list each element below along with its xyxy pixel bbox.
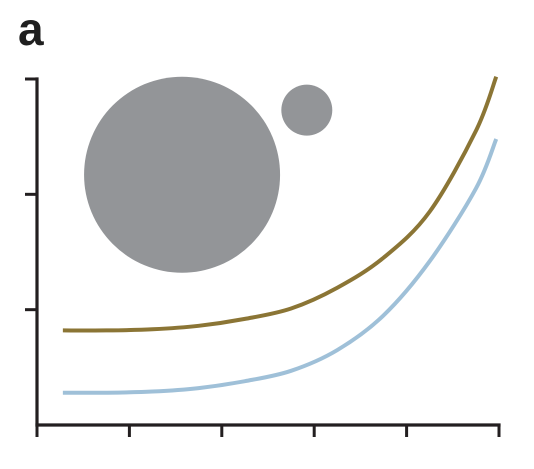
large-circle [84, 76, 281, 273]
chart-series [62, 75, 499, 395]
panel-label: a [18, 3, 44, 55]
small-circle [281, 84, 333, 136]
series-line-0 [62, 75, 499, 333]
chart-axes [25, 77, 501, 437]
series-line-1 [62, 138, 499, 395]
annotation-circles [84, 76, 333, 273]
